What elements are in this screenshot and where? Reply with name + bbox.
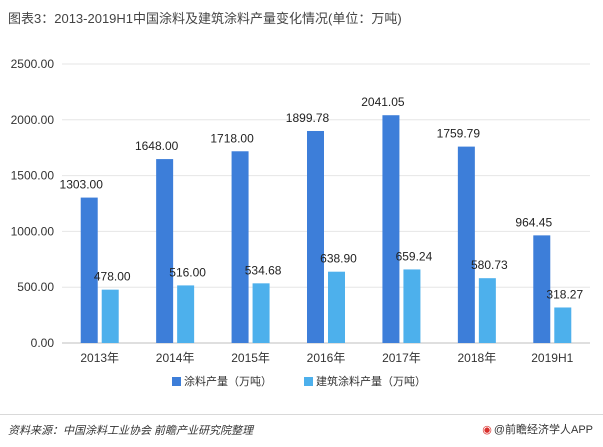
data-label: 964.45: [515, 215, 552, 229]
data-label: 478.00: [94, 270, 131, 284]
bar-coating: [382, 115, 400, 344]
x-tick-label: 2013年: [80, 351, 119, 365]
x-tick-label: 2018年: [458, 351, 497, 365]
bar-coating: [80, 197, 98, 343]
x-tick-label: 2014年: [156, 351, 195, 365]
bar-coating: [457, 146, 475, 343]
bar-architectural-coating: [101, 289, 119, 343]
chart-title: 图表3：2013-2019H1中国涂料及建筑涂料产量变化情况(单位：万吨): [8, 11, 402, 26]
weibo-icon: ◉: [482, 424, 492, 436]
legend-swatch: [304, 377, 313, 386]
data-label: 318.27: [546, 287, 583, 301]
y-tick-label: 2500.00: [11, 57, 55, 71]
bar-architectural-coating: [252, 283, 270, 343]
bar-coating: [533, 235, 551, 343]
x-tick-label: 2016年: [307, 351, 346, 365]
y-tick-label: 1500.00: [11, 169, 55, 183]
x-tick-label: 2015年: [231, 351, 270, 365]
x-tick-label: 2017年: [382, 351, 421, 365]
bar-architectural-coating: [478, 278, 496, 343]
data-label: 1718.00: [210, 131, 254, 145]
bar-coating: [156, 159, 174, 343]
y-tick-label: 2000.00: [11, 113, 55, 127]
brand-credit: ◉ @前瞻经济学人APP: [482, 421, 593, 437]
bar-architectural-coating: [328, 271, 345, 343]
data-label: 1899.78: [286, 111, 330, 125]
data-label: 638.90: [320, 252, 357, 266]
bar-architectural-coating: [554, 307, 572, 343]
data-label: 659.24: [396, 249, 433, 263]
data-label: 2041.05: [361, 95, 405, 109]
y-tick-label: 0.00: [31, 336, 55, 350]
bar-architectural-coating: [177, 285, 195, 343]
data-label: 1303.00: [60, 178, 104, 192]
x-tick-label: 2019H1: [531, 351, 573, 365]
footer-divider: [0, 414, 603, 415]
data-label: 516.00: [169, 265, 206, 279]
y-tick-label: 500.00: [17, 280, 54, 294]
data-label: 1648.00: [135, 139, 179, 153]
data-label: 534.68: [245, 263, 282, 277]
legend-label: 涂料产量（万吨）: [184, 374, 272, 388]
brand-text: @前瞻经济学人APP: [493, 424, 593, 436]
bar-architectural-coating: [403, 269, 421, 343]
legend-swatch: [172, 377, 181, 386]
bar-coating: [231, 151, 249, 343]
legend-label: 建筑涂料产量（万吨）: [316, 374, 426, 388]
bar-coating: [307, 130, 324, 343]
source-note: 资料来源：中国涂料工业协会 前瞻产业研究院整理: [8, 425, 254, 437]
y-tick-label: 1000.00: [11, 224, 55, 238]
data-label: 1759.79: [437, 127, 481, 141]
data-label: 580.73: [471, 258, 508, 272]
